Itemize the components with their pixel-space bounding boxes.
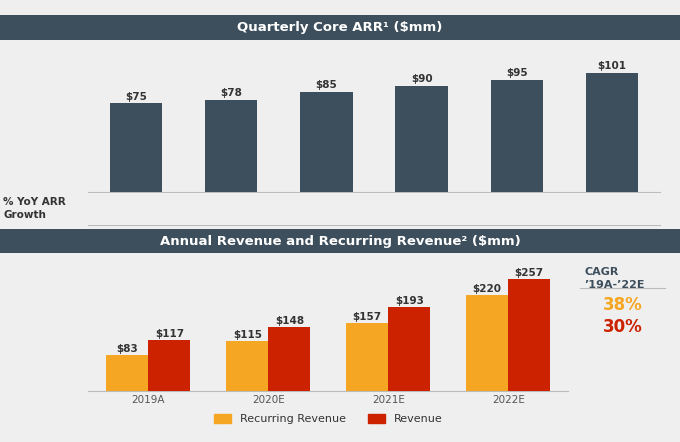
Bar — [226, 341, 269, 391]
Text: 38%: 38% — [602, 297, 643, 314]
Bar — [585, 72, 638, 192]
Text: $90: $90 — [411, 74, 432, 84]
Text: 23%: 23% — [313, 204, 339, 213]
Text: $157: $157 — [353, 312, 382, 322]
Text: $220: $220 — [473, 284, 502, 294]
Bar — [466, 296, 508, 391]
Text: $75: $75 — [125, 91, 147, 102]
Bar — [346, 323, 388, 391]
Bar — [491, 80, 543, 192]
Bar — [106, 355, 148, 391]
Text: $95: $95 — [506, 68, 528, 78]
Text: 25%: 25% — [409, 204, 435, 213]
Legend: Recurring Revenue, Revenue: Recurring Revenue, Revenue — [210, 409, 447, 429]
Text: $83: $83 — [116, 344, 138, 354]
Bar — [148, 340, 190, 391]
Text: 29%: 29% — [598, 204, 626, 213]
Text: CAGR
’19A-’22E: CAGR ’19A-’22E — [585, 267, 645, 290]
Text: $117: $117 — [155, 329, 184, 339]
Text: 19%: 19% — [218, 204, 245, 213]
Bar — [269, 327, 310, 391]
Text: $78: $78 — [220, 88, 242, 98]
Text: $148: $148 — [275, 316, 304, 325]
Text: $101: $101 — [598, 61, 626, 71]
Text: $85: $85 — [316, 80, 337, 90]
Text: Quarterly Core ARR¹ ($mm): Quarterly Core ARR¹ ($mm) — [237, 21, 443, 34]
Bar — [205, 100, 257, 192]
Bar — [301, 91, 353, 192]
Text: $193: $193 — [395, 296, 424, 306]
Text: $257: $257 — [515, 268, 544, 278]
Bar — [109, 103, 163, 192]
Bar — [388, 307, 430, 391]
Bar — [396, 86, 448, 192]
Text: Annual Revenue and Recurring Revenue² ($mm): Annual Revenue and Recurring Revenue² ($… — [160, 235, 520, 248]
Text: 27%: 27% — [503, 204, 530, 213]
Text: 30%: 30% — [602, 318, 643, 336]
Text: 18%: 18% — [122, 204, 150, 213]
Text: % YoY ARR
Growth: % YoY ARR Growth — [3, 198, 66, 220]
Bar — [508, 279, 550, 391]
Text: $115: $115 — [233, 330, 262, 340]
